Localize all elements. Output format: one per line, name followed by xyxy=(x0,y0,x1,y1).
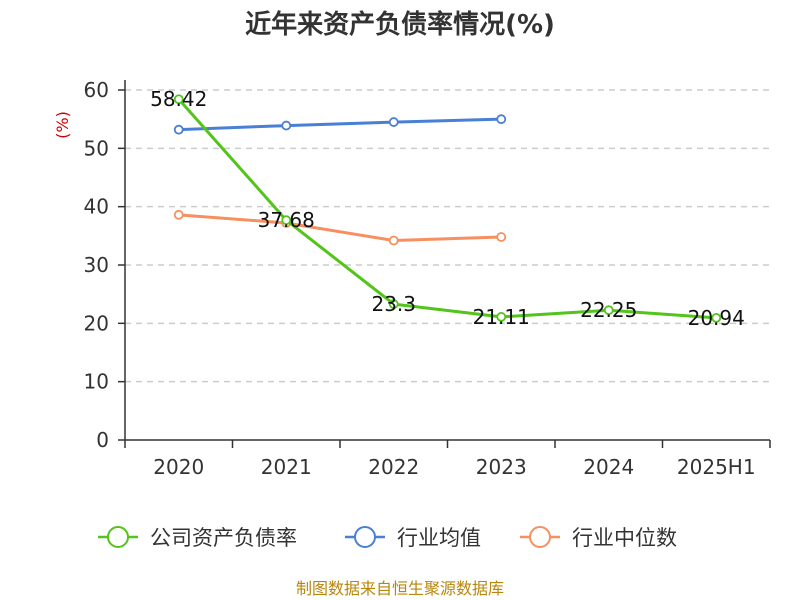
data-point-0-5 xyxy=(711,312,722,323)
legend-label: 行业中位数 xyxy=(572,526,677,550)
chart-title: 近年来资产负债率情况(%) xyxy=(245,9,555,40)
data-label-5: 20.94 xyxy=(688,306,745,330)
data-point-1-3 xyxy=(496,114,507,125)
series-line-1 xyxy=(178,117,502,132)
legend-item-0[interactable]: 公司资产负债率 xyxy=(98,526,297,550)
x-tick-label: 2021 xyxy=(261,455,312,479)
legend-swatch-marker xyxy=(529,526,551,548)
y-tick-label: 30 xyxy=(84,253,109,277)
y-tick-label: 10 xyxy=(84,370,109,394)
grid-lines xyxy=(125,89,770,383)
data-point-0-2 xyxy=(388,299,399,309)
data-point-2-0 xyxy=(173,209,184,220)
legend-swatch-marker xyxy=(354,526,376,548)
series-line-2 xyxy=(178,213,502,242)
data-point-2-2 xyxy=(388,235,399,246)
x-tick-label: 2023 xyxy=(476,455,527,479)
data-label-1: 37.68 xyxy=(258,208,315,232)
y-axis-unit-label: (%) xyxy=(53,111,72,139)
data-label-2: 23.3 xyxy=(371,292,416,316)
legend-swatch-marker xyxy=(107,526,129,548)
axes: 0 10 20 30 40 50 60 2020 2021 2022 2023 2024 2025H1 xyxy=(84,78,771,479)
data-point-1-2 xyxy=(388,117,399,127)
data-point-0-3 xyxy=(496,311,507,322)
series-line-0 xyxy=(177,98,717,320)
legend-item-2[interactable]: 行业中位数 xyxy=(520,526,677,550)
legend-label: 行业均值 xyxy=(397,526,481,550)
data-point-1-0 xyxy=(173,124,184,135)
series-lines xyxy=(173,94,722,323)
data-label-0: 58.42 xyxy=(150,87,207,111)
data-point-0-4 xyxy=(603,305,614,316)
y-tick-label: 60 xyxy=(84,78,109,102)
x-tick-label: 2020 xyxy=(153,455,204,479)
x-tick-label: 2022 xyxy=(368,455,419,479)
data-point-0-1 xyxy=(281,215,292,226)
y-tick-label: 50 xyxy=(84,136,109,160)
data-point-2-3 xyxy=(496,232,507,242)
legend-item-1[interactable]: 行业均值 xyxy=(345,526,481,550)
x-tick-label: 2025H1 xyxy=(677,455,756,479)
x-tick-label: 2024 xyxy=(583,455,634,479)
data-source-note: 制图数据来自恒生聚源数据库 xyxy=(296,579,504,598)
data-labels: 58.42 37.68 23.3 21.11 22.25 20.94 xyxy=(150,87,745,330)
y-tick-label: 40 xyxy=(84,195,109,219)
data-label-4: 22.25 xyxy=(580,298,637,322)
y-tick-label: 20 xyxy=(84,311,109,335)
y-tick-label: 0 xyxy=(96,428,109,452)
data-point-1-1 xyxy=(281,120,292,131)
data-label-3: 21.11 xyxy=(473,305,530,329)
data-point-0-0 xyxy=(173,94,184,105)
legend-label: 公司资产负债率 xyxy=(150,526,297,550)
legend[interactable]: 公司资产负债率 行业均值 行业中位数 xyxy=(98,526,677,550)
